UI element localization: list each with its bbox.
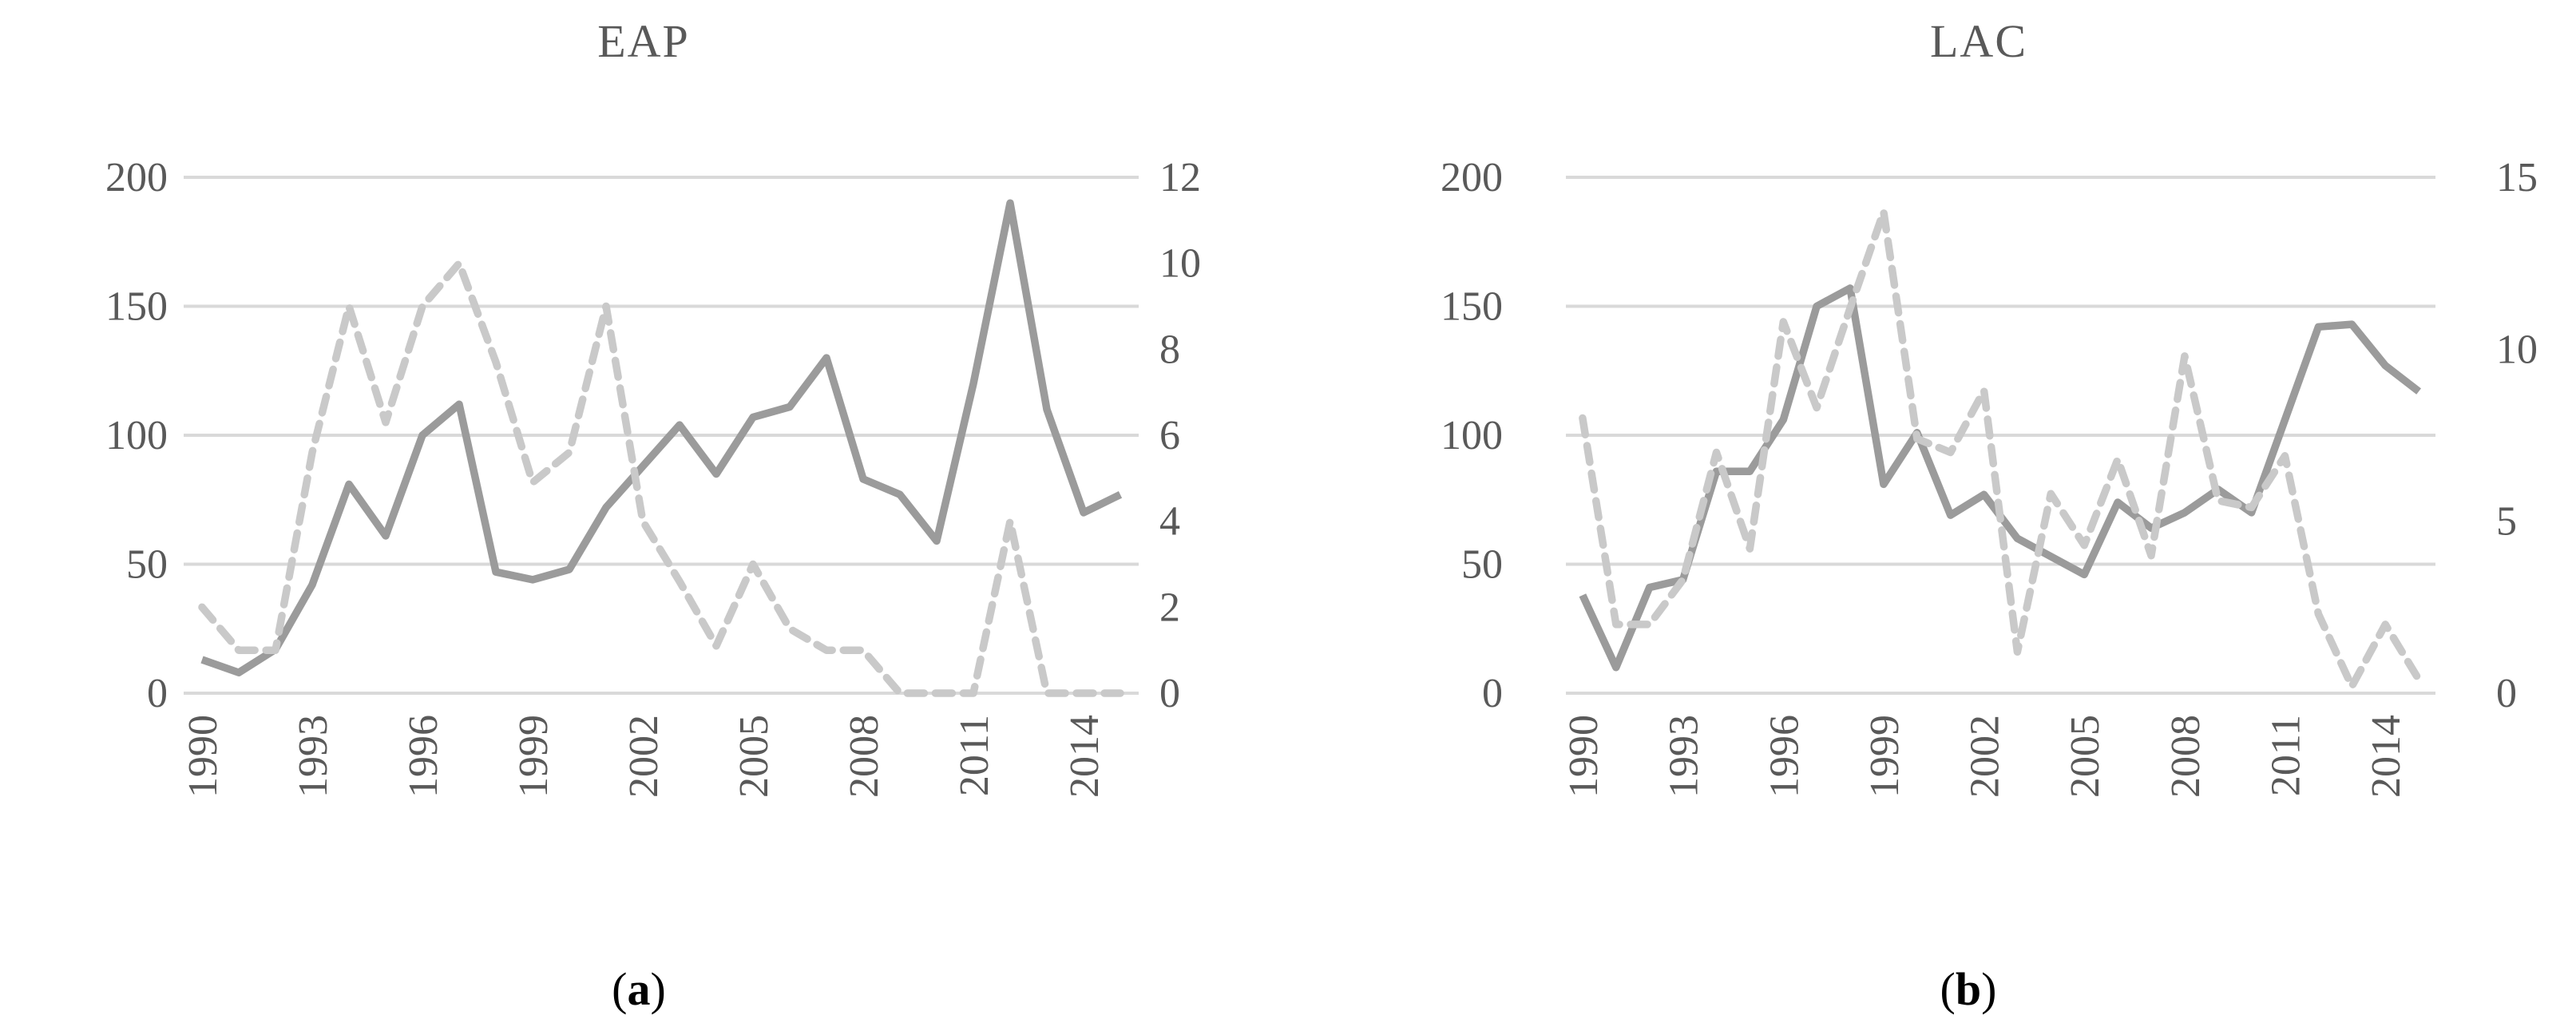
x-axis-tick-label: 2002 (621, 715, 667, 798)
right-axis-tick-label: 4 (1159, 499, 1180, 545)
x-axis-tick-label: 2011 (2264, 715, 2309, 796)
left-axis-tick-label: 100 (1441, 413, 1503, 458)
caption-b: (b) (1940, 962, 1997, 1016)
x-axis-tick-label: 1996 (1762, 715, 1807, 798)
solid-left-axis-series-line (200, 199, 1123, 676)
panel-title-eap: EAP (597, 15, 690, 67)
left-axis-tick-label: 200 (105, 155, 168, 200)
right-axis-tick-label: 10 (1159, 241, 1201, 287)
x-axis-tick-label: 2005 (2063, 715, 2108, 798)
right-axis-tick-label: 5 (2496, 499, 2517, 545)
panel-title-lac: LAC (1930, 15, 2027, 67)
x-axis-tick-label: 1996 (401, 715, 446, 798)
x-axis-tick-label: 2008 (2163, 715, 2209, 798)
x-axis-tick-label: 2011 (952, 715, 997, 796)
left-axis-tick-label: 100 (105, 413, 168, 458)
right-axis-tick-label: 12 (1159, 155, 1201, 200)
left-axis-tick-label: 0 (1482, 671, 1503, 716)
right-axis-tick-label: 0 (2496, 671, 2517, 716)
caption-b-close: ) (1981, 963, 1997, 1015)
x-axis-tick-label: 2002 (1963, 715, 2008, 798)
caption-b-letter: b (1955, 963, 1982, 1015)
x-axis-tick-label: 2014 (2364, 715, 2409, 798)
caption-a-open: ( (612, 963, 628, 1015)
right-axis-tick-label: 8 (1159, 327, 1180, 372)
x-axis-tick-label: 1993 (1662, 715, 1707, 798)
right-axis-tick-label: 6 (1159, 413, 1180, 458)
right-axis-tick-label: 10 (2496, 327, 2538, 372)
caption-a-close: ) (650, 963, 666, 1015)
right-axis-tick-label: 0 (1159, 671, 1180, 716)
right-axis-tick-label: 15 (2496, 155, 2538, 200)
x-axis-tick-label: 1999 (511, 715, 557, 798)
left-axis-tick-label: 200 (1441, 155, 1503, 200)
dashed-right-axis-series-line (1579, 208, 2423, 691)
x-axis-tick-label: 2005 (731, 715, 777, 798)
caption-b-open: ( (1940, 963, 1956, 1015)
x-axis-tick-label: 1993 (291, 715, 336, 798)
left-axis-tick-label: 50 (126, 542, 168, 588)
left-axis-tick-label: 150 (105, 284, 168, 330)
x-axis-tick-label: 2014 (1062, 715, 1108, 798)
x-axis-tick-label: 1999 (1862, 715, 1908, 798)
x-axis-tick-label: 2008 (842, 715, 887, 798)
left-axis-tick-label: 0 (147, 671, 168, 716)
x-axis-tick-label: 1990 (180, 715, 226, 798)
chart-panel-eap: 200 150 100 50 0 12 10 8 6 4 2 0 1990 1993 1996 1999 200… (105, 155, 1201, 798)
x-axis-tick-label: 1990 (1561, 715, 1607, 798)
left-axis-tick-label: 150 (1441, 284, 1503, 330)
dashed-right-axis-series-line (198, 259, 1124, 697)
left-axis-tick-label: 50 (1461, 542, 1503, 588)
right-axis-tick-label: 2 (1159, 585, 1180, 630)
caption-a-letter: a (627, 963, 651, 1015)
caption-a: (a) (612, 962, 666, 1016)
